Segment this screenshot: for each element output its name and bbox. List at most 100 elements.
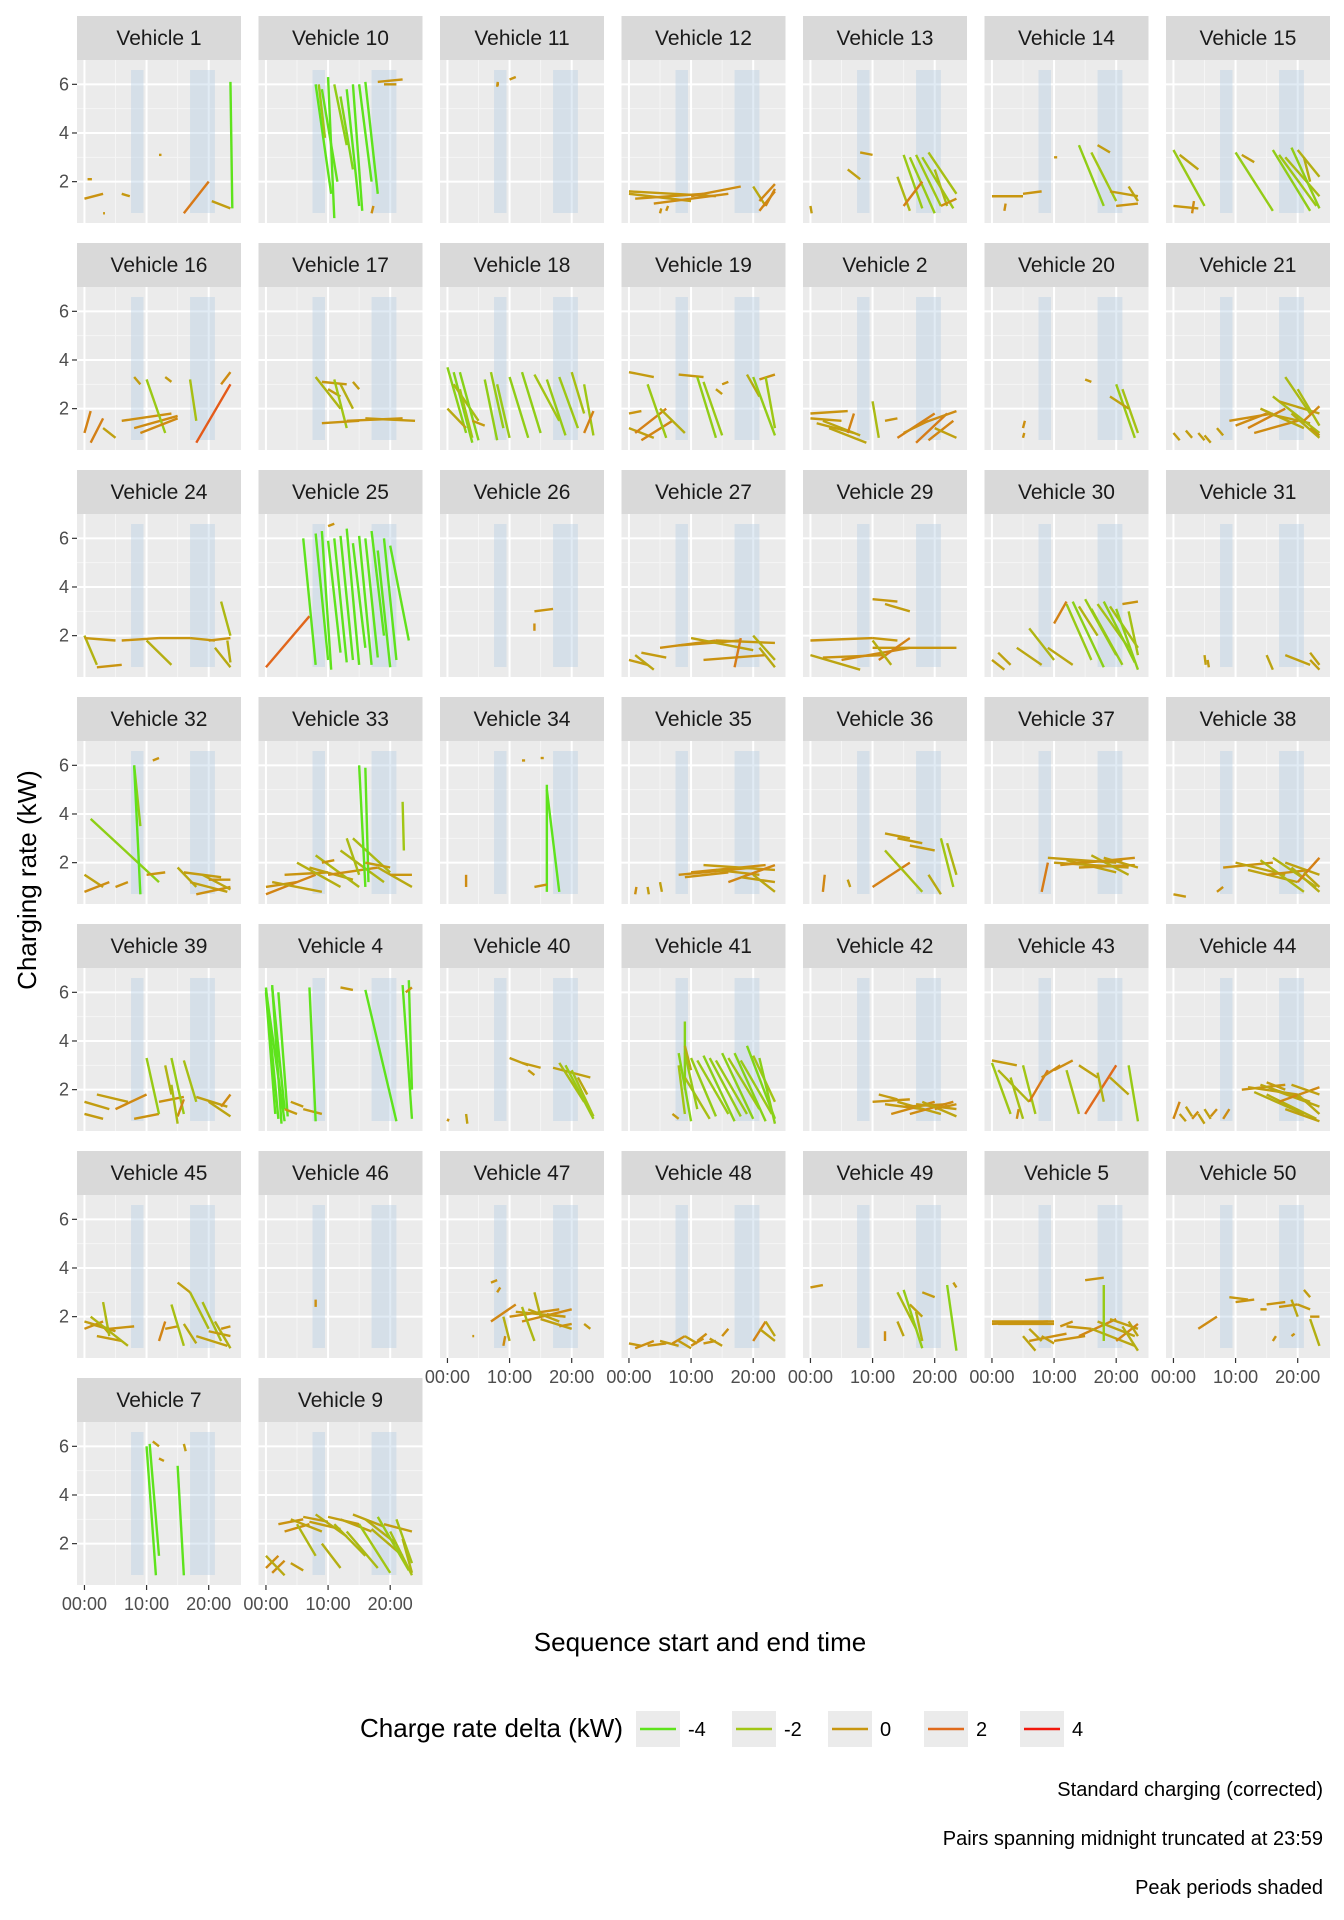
x-tick-label: 20:00: [368, 1594, 413, 1614]
facet-panel: Vehicle 50 00:00 10:00 20:00: [1151, 1151, 1330, 1387]
charge-segment: [96, 1093, 129, 1103]
charge-segment: [809, 205, 813, 214]
segment-group: [314, 76, 403, 219]
charge-segment: [326, 76, 336, 219]
charge-segment: [702, 1055, 736, 1122]
charge-segment: [401, 801, 406, 851]
charge-segment: [121, 412, 172, 422]
charge-segment: [878, 1093, 898, 1101]
facet-strip-label: Vehicle 33: [292, 708, 389, 731]
y-tick-label: 2: [59, 399, 69, 419]
charge-segment: [1084, 1276, 1104, 1282]
segment-group: [991, 598, 1140, 671]
charge-segment: [84, 1112, 104, 1120]
facet-strip: [77, 16, 241, 60]
charge-segment: [1009, 1077, 1025, 1120]
charge-segment: [897, 837, 923, 845]
charge-segment: [1290, 1332, 1296, 1338]
charge-segment: [83, 410, 92, 434]
y-tick-label: 4: [59, 123, 69, 143]
peak-period-shade: [131, 1205, 144, 1348]
charge-segment: [302, 538, 317, 665]
facet-strip: [803, 243, 967, 287]
facet-panel: Vehicle 48 00:00 10:00 20:00: [606, 1151, 786, 1387]
charge-segment: [1127, 1320, 1139, 1337]
peak-period-shade: [131, 524, 144, 667]
charge-segment: [1116, 202, 1139, 208]
panel-background: [984, 287, 1149, 450]
charge-segment: [990, 1062, 1012, 1115]
charge-segment: [828, 426, 867, 444]
charge-segment: [884, 849, 924, 893]
charge-segment: [1284, 1107, 1320, 1123]
x-tick-label: 00:00: [606, 1367, 651, 1387]
facet-strip: [440, 243, 604, 287]
x-tick-label: 10:00: [850, 1367, 895, 1387]
charge-segment: [270, 984, 283, 1124]
peak-period-shade: [312, 751, 325, 894]
charge-segment: [213, 1320, 232, 1349]
charge-segment: [909, 1100, 954, 1116]
segment-group: [628, 183, 776, 214]
y-tick-label: 4: [59, 577, 69, 597]
charge-segment: [1021, 420, 1027, 429]
charge-segment: [208, 1330, 231, 1338]
charge-segment: [377, 866, 413, 889]
segment-group: [1203, 651, 1321, 671]
charge-segment: [211, 199, 231, 210]
charge-segment: [1016, 646, 1043, 666]
facet-strip-label: Vehicle 32: [111, 708, 208, 731]
charge-segment: [89, 817, 160, 883]
legend-label: 4: [1072, 1719, 1083, 1741]
charge-segment: [483, 379, 499, 441]
charge-segment: [658, 881, 664, 893]
charge-segment: [752, 185, 767, 207]
charge-segment: [333, 1523, 367, 1557]
panel-background: [440, 60, 604, 223]
facet-strip-label: Vehicle 13: [837, 27, 934, 50]
facet-strip-label: Vehicle 26: [474, 481, 571, 504]
charge-segment: [84, 192, 104, 200]
peak-period-shade: [494, 1205, 507, 1348]
charge-segment: [265, 1554, 286, 1577]
facet-strip-label: Vehicle 17: [292, 254, 389, 277]
charge-segment: [345, 837, 361, 876]
facet-strip-label: Vehicle 35: [655, 708, 752, 731]
charge-segment: [220, 1093, 232, 1108]
facet-strip: [440, 1151, 604, 1195]
charge-segment: [646, 383, 668, 439]
facet-panel: Vehicle 19: [621, 243, 786, 450]
facet-strip-label: Vehicle 20: [1018, 254, 1115, 277]
facet-panel: Vehicle 26: [440, 470, 604, 677]
charge-segment: [628, 409, 642, 415]
charge-segment: [489, 371, 505, 429]
charge-segment: [1235, 412, 1268, 427]
charge-segment: [991, 659, 1006, 671]
charge-segment: [188, 379, 198, 421]
charge-segment: [727, 863, 776, 884]
charge-segment: [365, 861, 391, 869]
captions: Standard charging (corrected) Pairs spann…: [943, 1779, 1323, 1899]
facet-strip-label: Vehicle 47: [474, 1162, 571, 1185]
legend-entry: 2: [924, 1711, 987, 1747]
segment-group: [446, 366, 595, 444]
charge-segment: [1102, 601, 1136, 663]
x-tick-label: 10:00: [1213, 1367, 1258, 1387]
charge-segment: [1178, 1113, 1187, 1123]
facet-panel: Vehicle 32 2 4 6: [59, 697, 241, 904]
y-tick-label: 2: [59, 1307, 69, 1327]
charge-segment: [991, 1059, 1018, 1067]
facet-strip-label: Vehicle 39: [111, 935, 208, 958]
peak-period-shade: [1038, 524, 1051, 667]
charge-segment: [872, 597, 898, 603]
charge-segment: [1103, 856, 1139, 869]
charge-segment: [1284, 156, 1321, 198]
segment-group: [264, 980, 414, 1124]
facet-panel: Vehicle 41: [621, 924, 786, 1131]
charge-segment: [1297, 1303, 1311, 1311]
facet-strip: [1166, 924, 1330, 968]
charge-segment: [265, 615, 311, 669]
legend-entry: -4: [636, 1711, 706, 1747]
legend-label: -2: [784, 1719, 802, 1741]
charge-segment: [364, 989, 398, 1122]
